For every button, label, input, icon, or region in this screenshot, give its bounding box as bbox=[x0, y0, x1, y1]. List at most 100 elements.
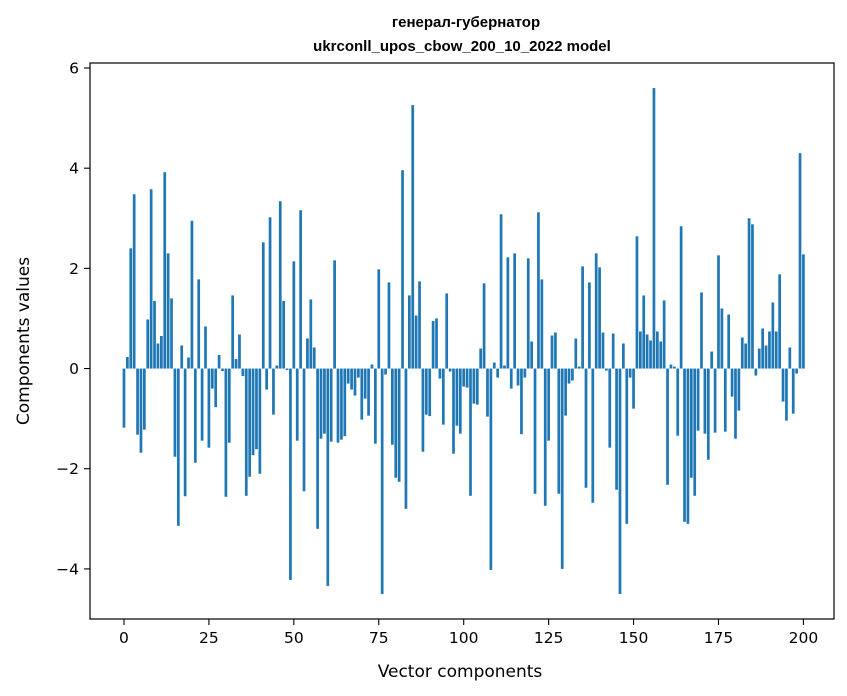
bar-87 bbox=[418, 281, 421, 369]
bar-114 bbox=[509, 368, 513, 389]
bar-146 bbox=[618, 368, 622, 594]
y-tick-label: 4 bbox=[69, 160, 79, 178]
bar-169 bbox=[696, 368, 700, 431]
bar-121 bbox=[533, 368, 537, 494]
bar-199 bbox=[798, 153, 802, 369]
bar-167 bbox=[689, 368, 693, 478]
bar-67 bbox=[350, 368, 353, 390]
x-tick-label: 125 bbox=[534, 629, 564, 647]
bar-76 bbox=[380, 368, 384, 594]
bar-2 bbox=[129, 248, 133, 369]
bar-125 bbox=[547, 368, 550, 441]
bar-62 bbox=[333, 260, 336, 369]
bar-56 bbox=[312, 347, 316, 369]
bar-96 bbox=[448, 368, 452, 372]
bar-28 bbox=[217, 355, 221, 369]
bar-22 bbox=[197, 279, 201, 369]
bar-9 bbox=[153, 300, 156, 369]
bar-78 bbox=[387, 282, 391, 369]
bar-163 bbox=[676, 368, 680, 436]
bar-98 bbox=[455, 368, 459, 426]
bar-137 bbox=[588, 282, 591, 369]
bar-187 bbox=[757, 348, 761, 369]
bar-126 bbox=[550, 335, 554, 369]
bar-144 bbox=[611, 333, 615, 369]
bar-173 bbox=[710, 351, 714, 369]
bar-195 bbox=[785, 368, 788, 421]
bar-80 bbox=[394, 368, 398, 478]
bar-53 bbox=[302, 368, 306, 492]
bar-50 bbox=[292, 261, 296, 369]
bar-141 bbox=[601, 332, 605, 369]
x-tick-label: 25 bbox=[199, 629, 219, 647]
bar-111 bbox=[499, 214, 503, 369]
bar-101 bbox=[465, 368, 469, 388]
bar-41 bbox=[261, 242, 265, 369]
y-tick-label: 6 bbox=[69, 60, 79, 78]
bar-116 bbox=[516, 368, 520, 386]
bar-10 bbox=[156, 343, 160, 369]
bar-158 bbox=[659, 341, 663, 369]
bar-129 bbox=[560, 368, 564, 569]
bar-109 bbox=[492, 362, 496, 369]
bar-174 bbox=[713, 368, 717, 433]
bar-4 bbox=[136, 368, 139, 435]
bar-70 bbox=[360, 368, 364, 420]
bar-94 bbox=[441, 368, 445, 425]
bar-159 bbox=[662, 300, 666, 369]
bar-49 bbox=[289, 368, 292, 580]
bar-11 bbox=[159, 335, 163, 369]
bar-15 bbox=[173, 368, 177, 457]
bar-182 bbox=[740, 337, 744, 369]
bar-75 bbox=[377, 269, 381, 369]
bar-135 bbox=[581, 266, 584, 369]
bar-108 bbox=[489, 368, 493, 570]
bar-140 bbox=[598, 267, 601, 369]
bar-31 bbox=[227, 368, 231, 443]
bar-178 bbox=[727, 314, 731, 369]
bar-66 bbox=[346, 368, 350, 384]
bar-115 bbox=[513, 253, 517, 369]
bar-100 bbox=[462, 368, 466, 387]
bar-44 bbox=[272, 368, 275, 415]
bar-60 bbox=[326, 368, 330, 586]
bar-117 bbox=[520, 368, 523, 435]
bar-181 bbox=[737, 368, 741, 411]
bar-133 bbox=[574, 338, 578, 369]
bar-170 bbox=[700, 292, 703, 369]
x-tick-label: 0 bbox=[119, 629, 129, 647]
bar-55 bbox=[309, 299, 313, 369]
bar-130 bbox=[564, 368, 567, 416]
bar-18 bbox=[183, 368, 187, 497]
bar-188 bbox=[761, 328, 765, 369]
bar-43 bbox=[268, 217, 272, 369]
bar-134 bbox=[577, 366, 581, 369]
bar-8 bbox=[149, 189, 153, 369]
bar-64 bbox=[340, 368, 343, 440]
bar-81 bbox=[397, 368, 401, 482]
bar-85 bbox=[411, 105, 415, 369]
bar-40 bbox=[258, 368, 262, 474]
bar-154 bbox=[645, 334, 649, 369]
bar-97 bbox=[452, 368, 455, 454]
bar-185 bbox=[751, 224, 754, 369]
bar-7 bbox=[146, 319, 150, 369]
bar-200 bbox=[802, 254, 805, 369]
x-tick-label: 200 bbox=[789, 629, 819, 647]
bars-group bbox=[122, 88, 805, 594]
bar-153 bbox=[642, 295, 646, 369]
bar-166 bbox=[686, 368, 690, 524]
bar-61 bbox=[329, 368, 333, 442]
bar-198 bbox=[795, 368, 798, 374]
x-tick-label: 75 bbox=[369, 629, 389, 647]
bar-58 bbox=[319, 368, 323, 439]
bar-19 bbox=[187, 357, 190, 369]
bar-21 bbox=[193, 368, 197, 463]
bar-136 bbox=[584, 368, 588, 488]
bar-127 bbox=[554, 332, 557, 369]
bar-52 bbox=[299, 210, 302, 369]
bar-89 bbox=[424, 368, 428, 415]
bar-24 bbox=[204, 326, 207, 369]
bar-3 bbox=[132, 194, 136, 369]
